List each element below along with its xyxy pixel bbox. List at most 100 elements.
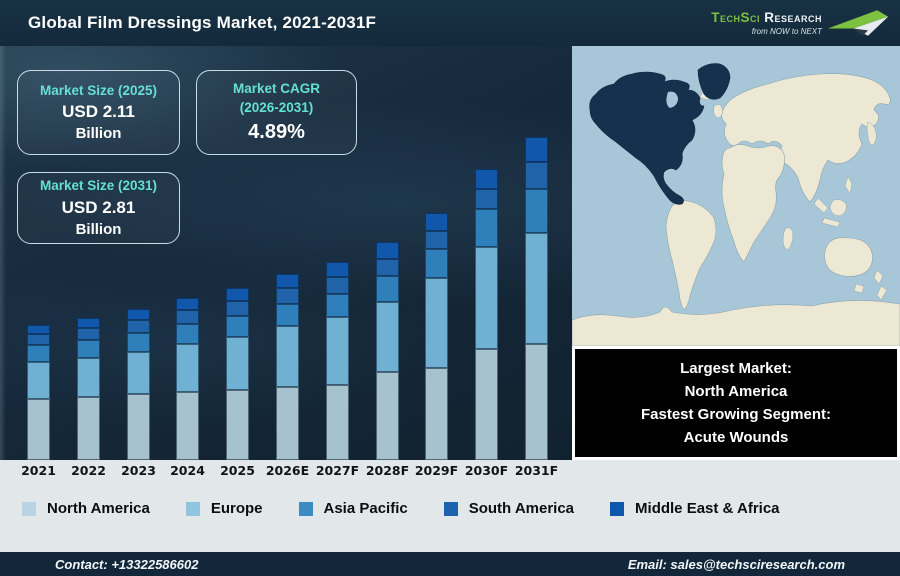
sumatra-shape (813, 197, 829, 214)
bar-segment-middle-east-africa (27, 325, 50, 334)
fastest-segment-label: Fastest Growing Segment: (640, 406, 832, 423)
british-isles-shape (713, 104, 723, 119)
bar-segment-asia-pacific (525, 189, 548, 233)
bar-segment-europe (27, 362, 50, 399)
bar-segment-south-america (376, 259, 399, 276)
bar-segment-north-america (27, 399, 50, 460)
stacked-bars (0, 46, 572, 460)
logo-brand-secondary: Research (764, 10, 822, 25)
bar-2029F (425, 213, 448, 460)
x-axis-label-2021: 2021 (21, 463, 56, 478)
bar-segment-asia-pacific (276, 304, 299, 326)
arrow-logo-icon (827, 10, 889, 36)
bar-segment-south-america (425, 231, 448, 249)
page-title: Global Film Dressings Market, 2021-2031F (28, 13, 377, 32)
x-axis-label-2029F: 2029F (414, 463, 459, 478)
bar-2021 (27, 325, 50, 460)
bar-segment-south-america (525, 162, 548, 189)
legend-label: Europe (210, 500, 263, 517)
logo-brand-primary: TechSci (711, 10, 760, 25)
legend-label: South America (468, 500, 575, 517)
legend-item-north-america: North America (22, 500, 150, 517)
legend-swatch (22, 501, 36, 516)
bar-segment-asia-pacific (176, 324, 199, 344)
bar-2026E (276, 274, 299, 460)
chart-panel: Market Size (2025) USD 2.11 Billion Mark… (0, 46, 572, 460)
bar-segment-asia-pacific (127, 333, 150, 352)
bar-segment-europe (176, 344, 199, 392)
bar-segment-south-america (475, 189, 498, 209)
contact-email: Email: sales@techsciresearch.com (627, 556, 845, 572)
bar-segment-europe (475, 247, 498, 349)
bar-segment-middle-east-africa (326, 262, 349, 277)
market-callout-box: Largest Market: North America Fastest Gr… (572, 346, 900, 460)
x-axis-label-2030F: 2030F (464, 463, 509, 478)
bar-2024 (176, 298, 199, 460)
market-cagr-box: Market CAGR (2026-2031) 4.89% (196, 70, 357, 155)
africa-shape (721, 144, 785, 263)
bar-segment-europe (77, 358, 100, 397)
legend-swatch (610, 501, 625, 516)
new-zealand-shape (873, 269, 888, 301)
market-size-2031-box: Market Size (2031) USD 2.81 Billion (17, 172, 180, 244)
chart-legend: North America Europe Asia Pacific South Ame… (0, 500, 900, 517)
philippines-shape (844, 175, 853, 195)
legend-label: Middle East & Africa (635, 500, 780, 517)
south-america-shape (665, 200, 717, 311)
bar-segment-europe (376, 302, 399, 372)
bar-segment-south-america (326, 277, 349, 294)
bar-segment-middle-east-africa (127, 309, 150, 320)
market-cagr-subtitle: (2026-2031) (239, 100, 314, 115)
x-axis-label-2022: 2022 (71, 463, 106, 478)
java-shape (821, 217, 841, 228)
eurasia-shape (721, 73, 891, 203)
bar-segment-asia-pacific (27, 345, 50, 362)
madagascar-shape (782, 227, 794, 251)
logo-tagline: from NOW to NEXT (751, 27, 822, 36)
bar-segment-north-america (176, 392, 199, 460)
bar-segment-south-america (276, 288, 299, 304)
antarctica-shape (572, 300, 900, 346)
contact-phone: Contact: +13322586602 (55, 556, 199, 572)
legend-item-asia-pacific: Asia Pacific (298, 500, 408, 517)
legend-swatch (443, 501, 458, 516)
hudson-bay (666, 91, 678, 108)
fastest-segment-value: Acute Wounds (683, 429, 789, 446)
bar-segment-north-america (326, 385, 349, 460)
bar-segment-asia-pacific (226, 316, 249, 337)
bar-segment-middle-east-africa (77, 318, 100, 328)
bar-2023 (127, 309, 150, 460)
legend-label: North America (47, 500, 150, 517)
bar-segment-middle-east-africa (276, 274, 299, 288)
legend-item-europe: Europe (185, 500, 263, 517)
japan-shape (866, 121, 877, 147)
x-axis-label-2028F: 2028F (365, 463, 410, 478)
bar-segment-south-america (176, 310, 199, 324)
market-size-2025-title: Market Size (2025) (39, 82, 158, 98)
x-axis-label-2024: 2024 (170, 463, 205, 478)
footer-bar: Contact: +13322586602 Email: sales@techs… (0, 552, 900, 576)
legend-item-middle-east-africa: Middle East & Africa (610, 500, 780, 517)
x-axis-label-2031F: 2031F (514, 463, 559, 478)
bar-2031F (525, 137, 548, 460)
bar-segment-middle-east-africa (425, 213, 448, 231)
legend-label: Asia Pacific (323, 500, 408, 517)
bar-segment-europe (127, 352, 150, 394)
bar-segment-middle-east-africa (226, 288, 249, 301)
market-cagr-value: 4.89% (248, 121, 305, 144)
header-bar: Global Film Dressings Market, 2021-2031F… (0, 0, 900, 46)
market-size-2025-box: Market Size (2025) USD 2.11 Billion (17, 70, 180, 155)
x-axis-label-2026E: 2026E (265, 463, 310, 478)
logo-text: TechSci Research from NOW to NEXT (711, 10, 822, 36)
bar-segment-asia-pacific (425, 249, 448, 278)
bar-segment-north-america (77, 397, 100, 460)
bar-segment-south-america (127, 320, 150, 333)
bar-segment-north-america (376, 372, 399, 460)
bar-2030F (475, 169, 498, 460)
bar-segment-north-america (127, 394, 150, 460)
legend-swatch (298, 501, 313, 516)
x-axis-labels: 2021 2022 2023 2024 2025 2026E 2027F 2028F 2029F… (0, 460, 572, 482)
bar-segment-asia-pacific (77, 340, 100, 358)
largest-market-label: Largest Market: (680, 360, 792, 377)
